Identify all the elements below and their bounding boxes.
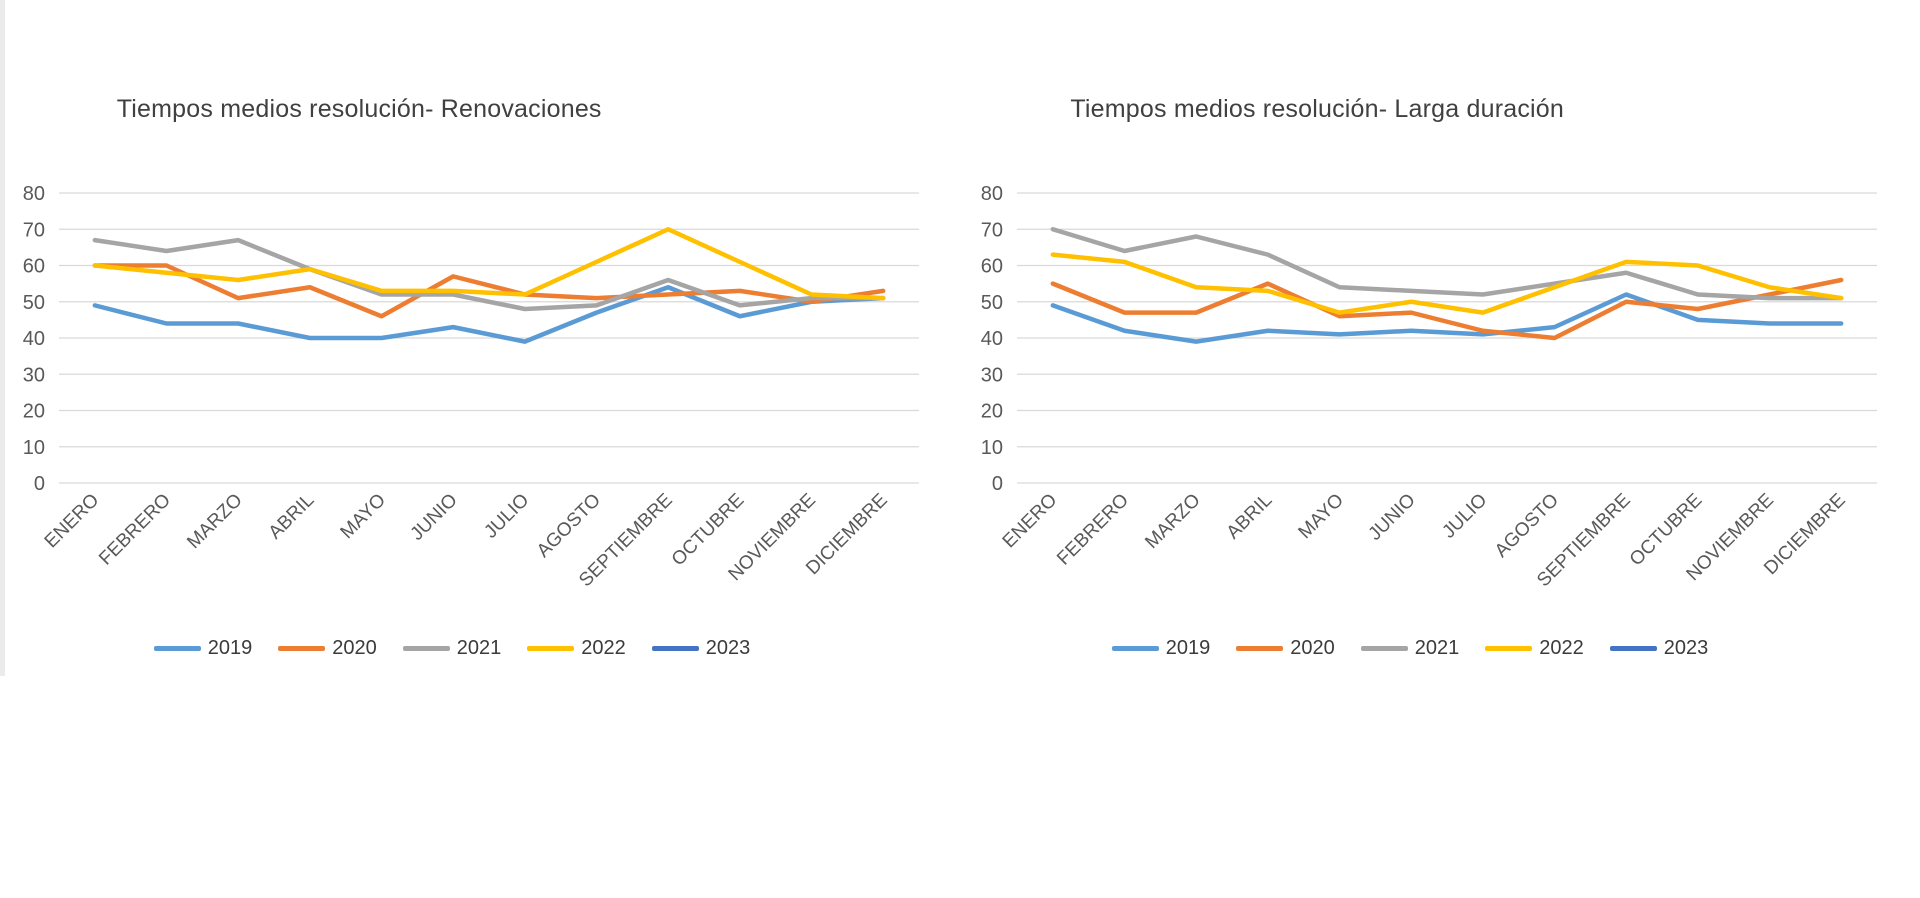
series-line-2021[interactable] <box>92 237 886 312</box>
legend-item-2022[interactable]: 2022 <box>1485 637 1584 660</box>
y-axis-tick-label: 0 <box>992 473 1003 495</box>
series-line-2020[interactable] <box>92 263 886 319</box>
legend-line-swatch <box>402 646 450 651</box>
legend-item-2021[interactable]: 2021 <box>1360 637 1460 660</box>
legend-item-2020[interactable]: 2020 <box>278 637 377 660</box>
chart-title-renovaciones: Tiempos medios resolución- Renovaciones <box>116 95 602 123</box>
y-axis-tick-label: 80 <box>981 183 1003 205</box>
chart-renovaciones[interactable]: Tiempos medios resolución- Renovaciones … <box>2 85 942 685</box>
x-axis-month-label: FEBRERO <box>95 490 175 570</box>
x-axis-month-label: JULIO <box>1438 490 1491 543</box>
x-axis-month-label: ENERO <box>999 490 1062 553</box>
y-axis-tick-label: 10 <box>23 437 45 459</box>
x-axis-month-label: MARZO <box>183 490 246 553</box>
y-axis-tick-label: 60 <box>23 256 45 278</box>
legend-line-swatch <box>1360 646 1408 651</box>
y-axis-tick-label: 60 <box>981 256 1003 278</box>
x-axis-month-label: MAYO <box>1295 490 1348 543</box>
legend-item-2019[interactable]: 2019 <box>1111 637 1211 660</box>
x-axis-month-label: AGOSTO <box>533 490 605 562</box>
x-axis-month-label: ABRIL <box>1223 490 1277 544</box>
legend-item-2020[interactable]: 2020 <box>1236 637 1335 660</box>
y-axis-tick-label: 80 <box>23 183 45 205</box>
series-line-2022[interactable] <box>92 227 886 301</box>
legend-label: 2020 <box>1290 637 1335 659</box>
x-axis-month-label: ENERO <box>41 490 104 553</box>
y-axis-tick-label: 50 <box>23 292 45 314</box>
legend-renovaciones: 2019 2020 2021 2022 2023 <box>2 637 902 660</box>
legend-line-swatch <box>153 646 201 651</box>
legend-line-swatch <box>527 646 575 651</box>
series-line-2019[interactable] <box>1050 292 1844 344</box>
legend-label: 2023 <box>1663 637 1709 659</box>
y-axis-tick-label: 70 <box>981 219 1003 241</box>
y-axis-tick-label: 10 <box>981 437 1003 459</box>
y-axis-tick-label: 30 <box>23 364 45 386</box>
y-axis-tick-label: 40 <box>23 328 45 350</box>
y-axis-tick-label: 0 <box>34 473 45 495</box>
x-axis-month-label: JUNIO <box>1365 490 1420 545</box>
legend-line-swatch <box>1609 646 1657 651</box>
legend-line-swatch <box>1485 646 1533 651</box>
legend-item-2019[interactable]: 2019 <box>153 637 253 660</box>
legend-label: 2022 <box>581 637 626 659</box>
legend-line-swatch <box>1236 646 1284 651</box>
y-axis-tick-label: 70 <box>23 219 45 241</box>
y-axis-tick-label: 40 <box>981 328 1003 350</box>
series-line-2020[interactable] <box>1050 277 1844 341</box>
chart-title-larga-duracion: Tiempos medios resolución- Larga duració… <box>1070 95 1564 123</box>
y-axis-tick-label: 20 <box>981 401 1003 423</box>
legend-label: 2021 <box>456 637 502 659</box>
legend-larga-duracion: 2019 2020 2021 2022 2023 <box>960 637 1860 660</box>
y-axis-tick-label: 20 <box>23 401 45 423</box>
legend-line-swatch <box>278 646 326 651</box>
legend-item-2021[interactable]: 2021 <box>402 637 502 660</box>
legend-item-2022[interactable]: 2022 <box>527 637 626 660</box>
y-axis-tick-label: 30 <box>981 364 1003 386</box>
x-axis-month-label: AGOSTO <box>1491 490 1563 562</box>
y-axis-tick-label: 50 <box>981 292 1003 314</box>
series-line-2022[interactable] <box>1050 252 1844 315</box>
legend-line-swatch <box>651 646 699 651</box>
legend-item-2023[interactable]: 2023 <box>651 637 751 660</box>
legend-label: 2019 <box>1165 637 1211 659</box>
legend-label: 2022 <box>1539 637 1584 659</box>
legend-line-swatch <box>1111 646 1159 651</box>
legend-label: 2020 <box>332 637 377 659</box>
series-line-2019[interactable] <box>92 285 886 344</box>
x-axis-month-label: FEBRERO <box>1053 490 1133 570</box>
window-left-edge <box>0 0 5 676</box>
x-axis-month-label: MAYO <box>337 490 390 543</box>
legend-item-2023[interactable]: 2023 <box>1609 637 1709 660</box>
legend-label: 2023 <box>705 637 751 659</box>
x-axis-month-label: JULIO <box>480 490 533 543</box>
x-axis-month-label: MARZO <box>1141 490 1204 553</box>
x-axis-month-label: JUNIO <box>407 490 462 545</box>
series-line-2021[interactable] <box>1050 227 1844 301</box>
legend-label: 2021 <box>1414 637 1460 659</box>
chart-larga-duracion[interactable]: Tiempos medios resolución- Larga duració… <box>960 85 1900 685</box>
x-axis-month-label: ABRIL <box>265 490 319 544</box>
legend-label: 2019 <box>207 637 253 659</box>
